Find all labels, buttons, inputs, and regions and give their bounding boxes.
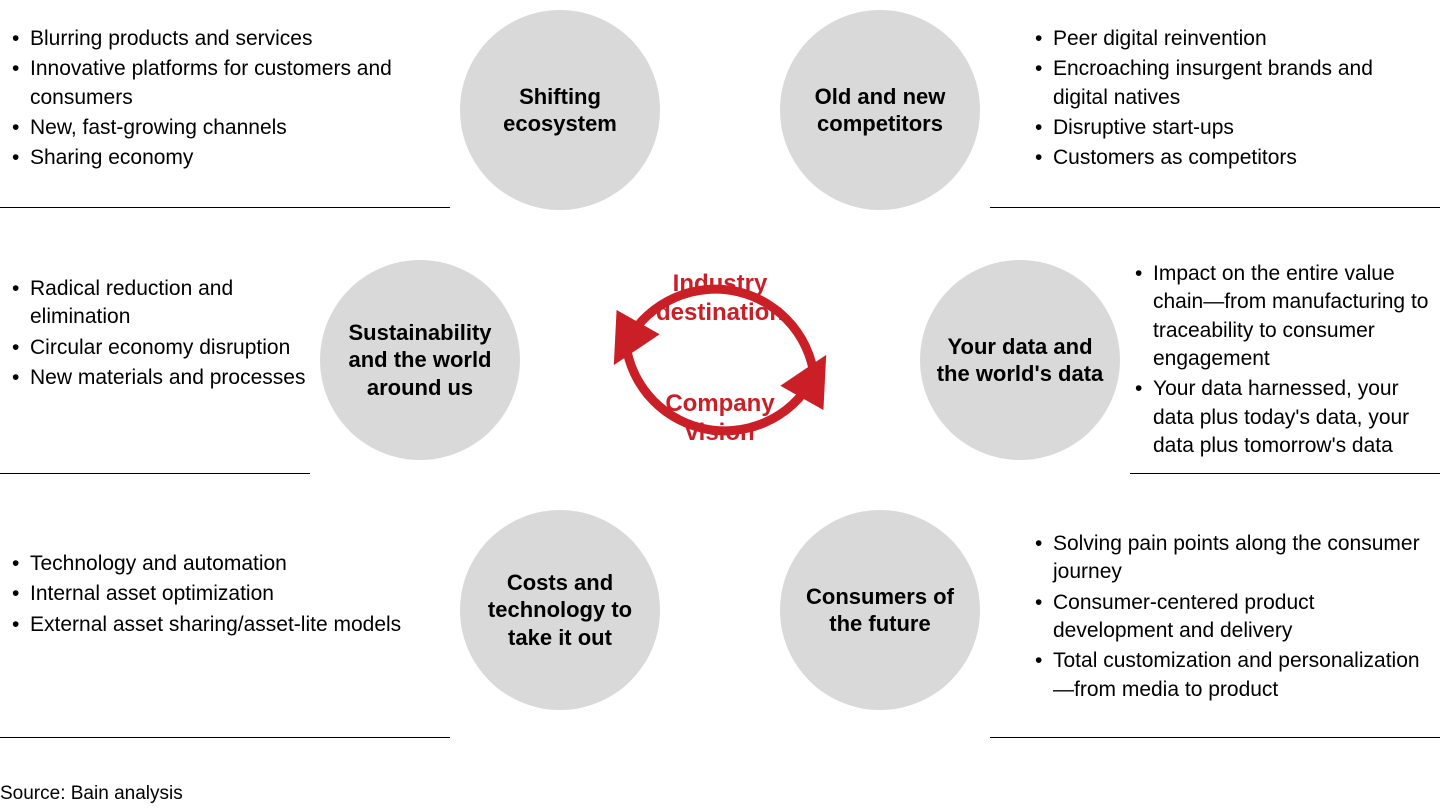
bullet: Consumer-centered product development an…: [1035, 589, 1435, 646]
node-consumers-future: Consumers of the future: [780, 510, 980, 710]
divider: [1130, 473, 1440, 474]
node-label: Consumers of the future: [794, 583, 966, 638]
bullets-old-new-competitors: Peer digital reinvention Encroaching ins…: [1035, 25, 1430, 175]
node-label: Sustainability and the world around us: [334, 319, 506, 402]
divider: [990, 737, 1440, 738]
bullet: Technology and automation: [12, 550, 442, 578]
divider: [0, 473, 310, 474]
bullets-consumers-future: Solving pain points along the consumer j…: [1035, 530, 1435, 706]
cycle-arrows-icon: [590, 230, 850, 490]
bullet: Sharing economy: [12, 144, 412, 172]
divider: [990, 207, 1440, 208]
bullet: Internal asset optimization: [12, 580, 442, 608]
bullets-sustainability: Radical reduction and elimination Circul…: [12, 275, 312, 394]
divider: [0, 737, 450, 738]
bullet: Encroaching insurgent brands and digital…: [1035, 55, 1430, 112]
bullet: Total customization and personalization—…: [1035, 647, 1435, 704]
bullet: Customers as competitors: [1035, 144, 1430, 172]
bullet: Radical reduction and elimination: [12, 275, 312, 332]
bullets-your-data: Impact on the entire value chain—from ma…: [1135, 260, 1435, 462]
node-your-data: Your data and the world's data: [920, 260, 1120, 460]
bullet: Impact on the entire value chain—from ma…: [1135, 260, 1435, 373]
bullet: Solving pain points along the consumer j…: [1035, 530, 1435, 587]
bullet: Innovative platforms for customers and c…: [12, 55, 412, 112]
bullet: Peer digital reinvention: [1035, 25, 1430, 53]
bullet: External asset sharing/asset-lite models: [12, 611, 442, 639]
bullet: New, fast-growing channels: [12, 114, 412, 142]
center-label-top: Industry destination: [650, 270, 790, 328]
bullets-costs-technology: Technology and automation Internal asset…: [12, 550, 442, 641]
bullet: Your data harnessed, your data plus toda…: [1135, 375, 1435, 460]
node-label: Your data and the world's data: [934, 333, 1106, 388]
center-label-bottom: Company vision: [665, 390, 775, 448]
source-text: Source: Bain analysis: [0, 783, 183, 805]
node-label: Old and new competitors: [794, 83, 966, 138]
node-old-new-competitors: Old and new competitors: [780, 10, 980, 210]
center-label-text: Company vision: [665, 390, 774, 446]
bullet: Circular economy disruption: [12, 334, 312, 362]
node-label: Shifting ecosystem: [474, 83, 646, 138]
bullet: New materials and processes: [12, 364, 312, 392]
bullet: Blurring products and services: [12, 25, 412, 53]
node-shifting-ecosystem: Shifting ecosystem: [460, 10, 660, 210]
node-label: Costs and technology to take it out: [474, 569, 646, 652]
bullets-shifting-ecosystem: Blurring products and services Innovativ…: [12, 25, 412, 175]
node-sustainability: Sustainability and the world around us: [320, 260, 520, 460]
divider: [0, 207, 450, 208]
bullet: Disruptive start-ups: [1035, 114, 1430, 142]
node-costs-technology: Costs and technology to take it out: [460, 510, 660, 710]
center-label-text: Industry destination: [656, 270, 784, 326]
